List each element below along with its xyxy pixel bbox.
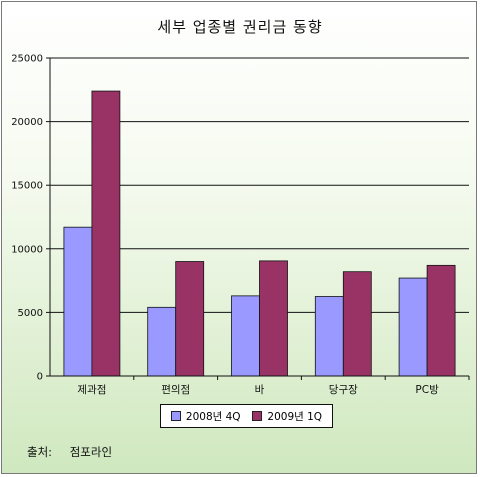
- category-label: 바: [255, 384, 265, 396]
- category-label: PC방: [415, 384, 439, 396]
- bar-2-2: [175, 261, 205, 377]
- legend-swatch-series-2: [252, 411, 263, 421]
- bar-2-5: [426, 264, 456, 377]
- source-label: 출처:: [27, 445, 53, 459]
- y-tick-label: 5000: [18, 308, 43, 319]
- y-tick-label: 15000: [11, 181, 43, 192]
- legend: 2008년 4Q 2009년 1Q: [160, 404, 333, 428]
- category-labels: 제과점 편의점 바 당구장 PC방: [77, 383, 439, 396]
- category-label: 당구장: [329, 384, 358, 396]
- bar-1-3: [231, 295, 260, 377]
- y-tick-label: 10000: [11, 244, 43, 255]
- bar-1-2: [147, 306, 177, 377]
- y-tick-label: 0: [37, 372, 43, 383]
- chart-title: 세부 업종별 권리금 동향: [157, 18, 323, 36]
- bar-2-1: [91, 90, 121, 377]
- bar-2-4: [342, 271, 372, 377]
- category-label: 제과점: [77, 384, 106, 396]
- bar-2-3: [259, 260, 288, 377]
- bars: [63, 90, 456, 377]
- bar-1-5: [398, 277, 428, 377]
- axes: [46, 57, 470, 380]
- y-tick-label: 20000: [11, 117, 43, 128]
- legend-label-series-1: 2008년 4Q: [185, 410, 241, 423]
- legend-label-series-2: 2009년 1Q: [267, 410, 323, 423]
- category-label: 편의점: [161, 383, 190, 396]
- legend-swatch-series-1: [170, 411, 181, 421]
- legend-item-series-2: 2009년 1Q: [252, 409, 322, 424]
- bar-1-4: [314, 296, 344, 377]
- source-value: 점포라인: [69, 445, 113, 459]
- bar-1-1: [63, 226, 93, 377]
- y-tick-labels: 0 5000 10000 15000 20000 25000: [11, 54, 43, 383]
- source-note: 출처: 점포라인: [27, 444, 112, 460]
- legend-item-series-1: 2008년 4Q: [170, 409, 241, 424]
- y-tick-label: 25000: [11, 54, 43, 65]
